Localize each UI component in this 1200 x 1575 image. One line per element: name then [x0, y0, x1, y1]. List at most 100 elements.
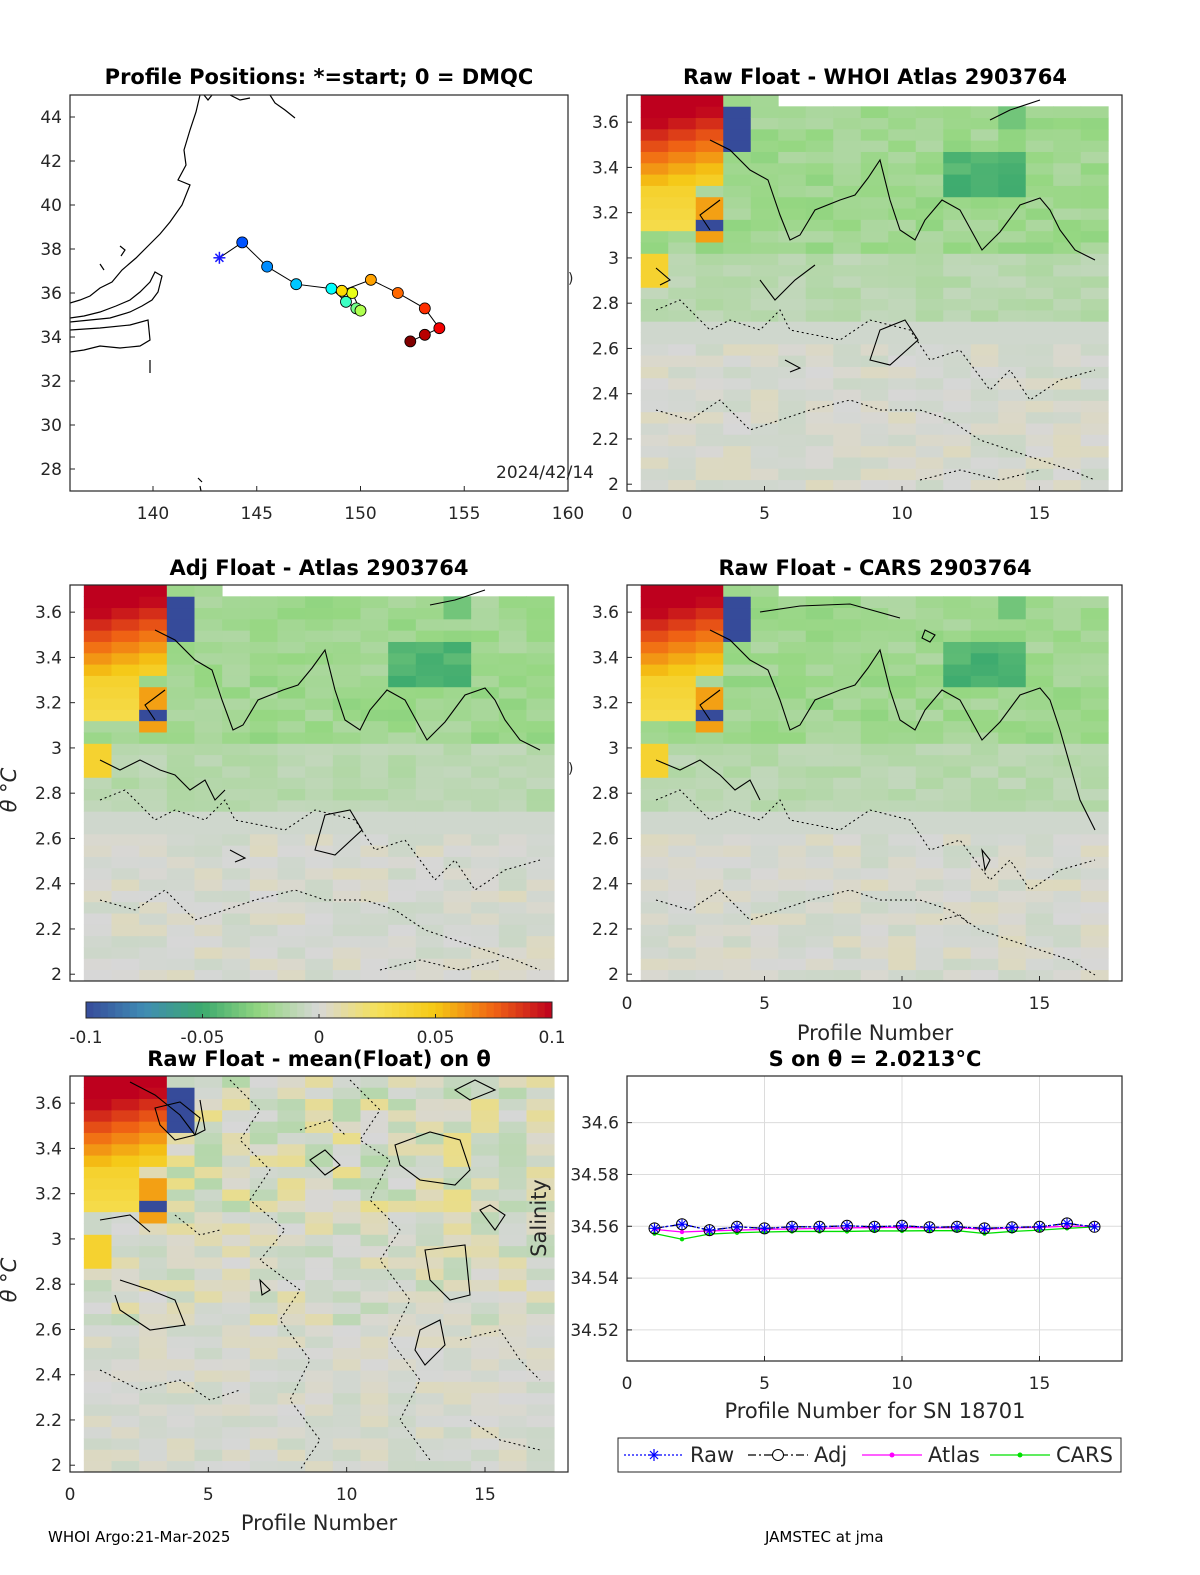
heatmap-cell	[1080, 242, 1109, 254]
heatmap-cell	[415, 856, 444, 869]
heatmap-cell	[249, 1211, 278, 1224]
y-tick-label: 2.2	[35, 1411, 62, 1431]
colorbar-cell	[522, 1002, 531, 1018]
series-raw	[649, 1218, 1100, 1236]
heatmap-cell	[970, 174, 999, 186]
heatmap-cell	[915, 720, 944, 733]
heatmap-cell	[943, 935, 972, 948]
heatmap-cell	[888, 630, 917, 642]
heatmap-cell	[915, 479, 944, 492]
heatmap-cell	[750, 366, 779, 379]
heatmap-cell	[443, 1290, 472, 1303]
heatmap-cell	[943, 355, 972, 367]
colorbar-cell	[530, 1002, 538, 1018]
heatmap-cell	[360, 1302, 389, 1314]
heatmap-cell	[471, 879, 500, 891]
heatmap-cell	[833, 434, 862, 447]
heatmap-cell	[111, 1268, 140, 1281]
heatmap-cell	[388, 1087, 417, 1100]
heatmap-cell	[1053, 822, 1082, 835]
heatmap-cell	[222, 1234, 251, 1247]
heatmap-cell	[111, 969, 140, 982]
heatmap-cell	[943, 479, 972, 492]
heatmap-cell	[805, 332, 834, 345]
heatmap-cell	[778, 879, 807, 891]
heatmap-cell	[277, 969, 306, 982]
heatmap-cell	[860, 445, 889, 458]
heatmap-cell	[640, 230, 669, 243]
heatmap-cell	[83, 1257, 112, 1269]
data-point	[1062, 1218, 1072, 1229]
heatmap-cell	[166, 1313, 195, 1326]
heatmap-cell	[723, 479, 752, 492]
heatmap-cell	[833, 128, 862, 141]
heatmap-cell	[498, 947, 527, 959]
heatmap-cell	[360, 1223, 389, 1235]
heatmap-cell	[111, 766, 140, 778]
heatmap-cell	[166, 1290, 195, 1303]
heatmap-cell	[998, 343, 1027, 356]
x-tick-label: 140	[137, 504, 169, 524]
heatmap-cell	[83, 1302, 112, 1314]
heatmap-cell	[249, 1438, 278, 1450]
heatmap-cell	[360, 709, 389, 722]
heatmap-cell	[166, 743, 195, 756]
heatmap-cell	[415, 1189, 444, 1201]
heatmap-cell	[805, 423, 834, 435]
heatmap-cell	[970, 423, 999, 435]
heatmap-cell	[695, 867, 724, 880]
heatmap-cell	[166, 1121, 195, 1133]
heatmap-cell	[498, 822, 527, 835]
heatmap-cell	[415, 935, 444, 948]
heatmap-cell	[498, 630, 527, 642]
heatmap-cell	[166, 1438, 195, 1450]
heatmap-cell	[695, 686, 724, 699]
heatmap-cell	[723, 630, 752, 642]
heatmap-cell	[915, 162, 944, 175]
heatmap-cell	[83, 924, 112, 937]
profile-marker	[418, 328, 431, 341]
heatmap-cell	[471, 1313, 500, 1326]
heatmap-cell	[360, 833, 389, 846]
heatmap-cell	[415, 720, 444, 733]
heatmap-cell	[915, 958, 944, 971]
heatmap-cell	[166, 879, 195, 891]
heatmap-cell	[471, 1189, 500, 1201]
heatmap-cell	[443, 1234, 472, 1247]
heatmap-cell	[249, 1121, 278, 1133]
heatmap-cell	[139, 1302, 168, 1314]
heatmap-cell	[1025, 140, 1054, 152]
heatmap-cell	[471, 901, 500, 914]
heatmap-cell	[943, 607, 972, 620]
heatmap-cell	[249, 1245, 278, 1258]
heatmap-cell	[970, 366, 999, 379]
heatmap-cell	[526, 935, 555, 948]
colorbar-cell	[253, 1002, 262, 1018]
heatmap-cell	[415, 1076, 444, 1088]
heatmap-cell	[139, 1211, 168, 1224]
heatmap-cell	[249, 1302, 278, 1314]
heatmap-cell	[833, 185, 862, 198]
heatmap-cell	[277, 1358, 306, 1371]
heatmap-cell	[415, 845, 444, 857]
heatmap-cell	[1080, 901, 1109, 914]
heatmap-cell	[943, 913, 972, 925]
cars-dotted-contours	[655, 789, 1096, 976]
adj-atlas-dotted-contours	[99, 789, 541, 971]
heatmap-cell	[915, 686, 944, 699]
heatmap-cell	[668, 185, 697, 198]
heatmap-cell	[1080, 321, 1109, 333]
colorbar-tick-label: 0	[314, 1028, 325, 1048]
heatmap-cell	[1080, 355, 1109, 367]
heatmap-cell	[360, 777, 389, 790]
heatmap-cell	[998, 698, 1027, 710]
heatmap-cell	[1053, 732, 1082, 744]
heatmap-cell	[166, 1324, 195, 1337]
heatmap-cell	[388, 788, 417, 801]
heatmap-cell	[139, 1121, 168, 1133]
heatmap-cell	[668, 377, 697, 390]
y-tick-label: 2	[51, 965, 62, 985]
heatmap-cell	[139, 1076, 168, 1088]
colorbar-cell	[86, 1002, 94, 1018]
heatmap-cell	[443, 743, 472, 756]
